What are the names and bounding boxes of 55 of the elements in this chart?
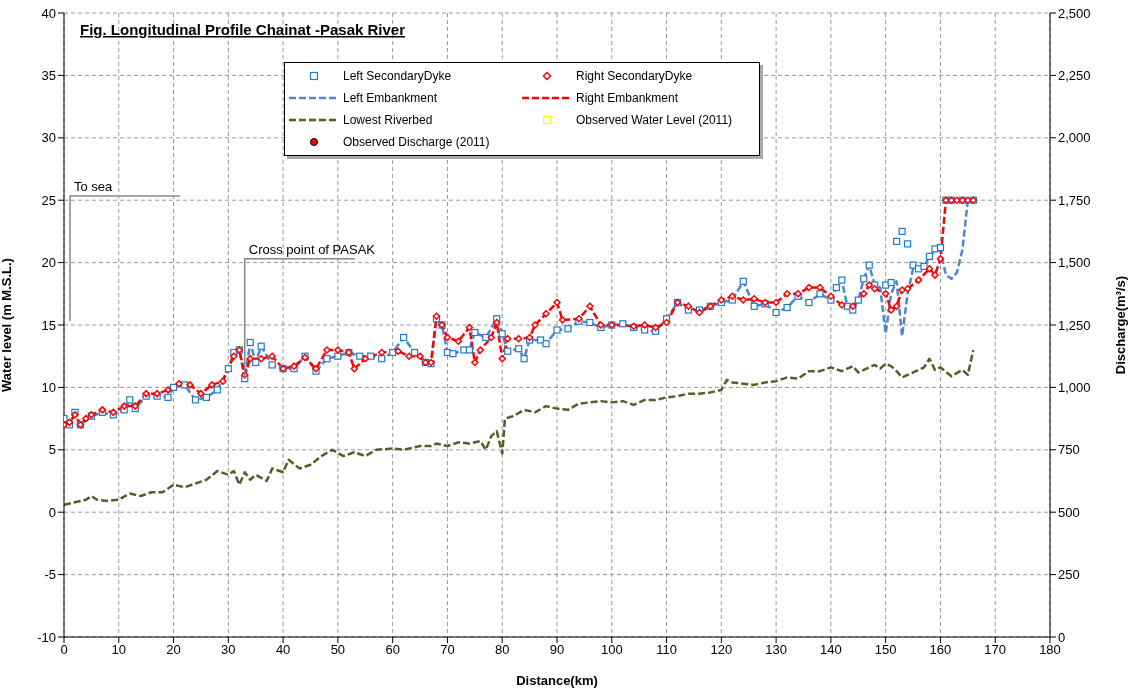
y-axis-title: Water level (m M.S.L.)	[0, 258, 14, 392]
y-tick-label: -5	[44, 567, 56, 583]
y-tick-label: 5	[48, 442, 56, 458]
line-series	[64, 348, 975, 506]
x-tick-label: 170	[984, 642, 1007, 658]
legend-label: Lowest Riverbed	[343, 113, 433, 127]
x-tick-label: 100	[600, 642, 623, 658]
y2-tick-label: 250	[1058, 567, 1080, 583]
x-tick-label: 120	[710, 642, 733, 658]
y2-tick-label: 500	[1058, 504, 1080, 520]
x-tick-label: 20	[166, 642, 181, 658]
legend-label: Left SecondaryDyke	[343, 69, 452, 83]
y-tick-label: -10	[37, 629, 56, 645]
x-tick-label: 80	[494, 642, 510, 658]
annotation: Cross point of PASAK	[248, 241, 376, 257]
y2-tick-label: 1,500	[1058, 255, 1091, 271]
y-tick-label: 35	[41, 68, 56, 84]
y-tick-label: 30	[41, 130, 56, 146]
x-tick-label: 30	[221, 642, 236, 658]
y-tick-label: 0	[48, 504, 56, 520]
x-tick-label: 180	[1039, 642, 1061, 658]
y2-tick-label: 1,000	[1058, 380, 1091, 396]
x-tick-label: 90	[549, 642, 565, 658]
y2-tick-label: 750	[1058, 442, 1080, 458]
x-tick-label: 130	[765, 642, 787, 658]
x-tick-label: 70	[440, 642, 455, 658]
y-tick-label: 10	[41, 380, 56, 396]
y2-tick-label: 2,000	[1058, 130, 1091, 146]
x-tick-label: 140	[820, 642, 842, 658]
text: Fig. Longitudinal Profile Chainat -Pasak River	[80, 21, 406, 38]
legend-label: Observed Water Level (2011)	[576, 113, 733, 127]
y-tick-label: 20	[41, 255, 56, 271]
legend-label: Left Embankment	[343, 91, 438, 105]
y-tick-label: 40	[41, 5, 56, 21]
legend-label: Observed Discharge (2011)	[343, 135, 490, 149]
x-tick-label: 50	[330, 642, 346, 658]
y2-tick-label: 0	[1058, 629, 1066, 645]
x-tick-label: 160	[929, 642, 952, 658]
x-tick-label: 40	[275, 642, 291, 658]
legend-label: Right Embankment	[576, 91, 679, 105]
y2-tick-label: 1,750	[1058, 192, 1091, 208]
x-tick-label: 150	[874, 642, 897, 658]
x-tick-label: 110	[656, 642, 677, 658]
y-tick-label: 25	[41, 192, 56, 208]
y2-tick-label: 2,250	[1058, 68, 1091, 84]
annotation: To sea	[74, 179, 114, 194]
x-axis-title: Distance(km)	[516, 673, 598, 688]
y2-tick-label: 1,250	[1058, 317, 1091, 333]
x-tick-label: 10	[111, 642, 127, 658]
y-tick-label: 15	[41, 317, 56, 333]
legend-label: Right SecondaryDyke	[576, 69, 693, 83]
y2-axis-title: Discharge(m³/s)	[1112, 275, 1128, 375]
y2-tick-label: 2,500	[1058, 5, 1091, 21]
x-tick-label: 0	[60, 642, 68, 658]
x-tick-label: 60	[385, 642, 400, 658]
